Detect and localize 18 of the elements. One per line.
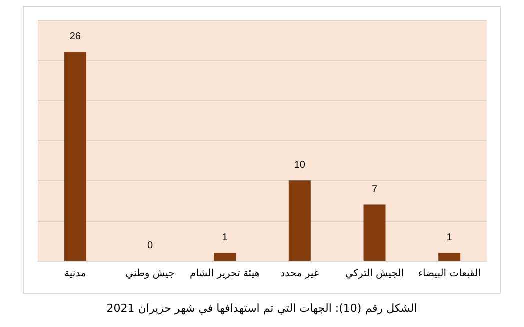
x-tick-label: هيئة تحرير الشام <box>190 268 260 280</box>
data-label: 1 <box>222 232 228 244</box>
data-label: 0 <box>147 240 154 252</box>
data-label: 1 <box>446 232 453 244</box>
data-label: 10 <box>294 160 306 172</box>
x-tick-label: جيش وطني <box>126 268 175 280</box>
x-tick-label: الجيش التركي <box>345 268 404 280</box>
bar <box>64 52 86 261</box>
data-label: 26 <box>70 32 82 43</box>
bar <box>214 252 236 261</box>
x-tick-label: غير محدد <box>280 268 320 280</box>
data-label: 7 <box>372 184 378 196</box>
x-tick-label: القبعات البيضاء <box>418 268 481 280</box>
x-tick-label: مدنية <box>64 268 86 280</box>
bar <box>438 252 461 261</box>
bar <box>364 204 386 261</box>
bar <box>288 180 311 261</box>
text: الشكل رقم (10): الجهات التي تم استهدافها في شهر حزيران 2021 <box>106 302 418 315</box>
